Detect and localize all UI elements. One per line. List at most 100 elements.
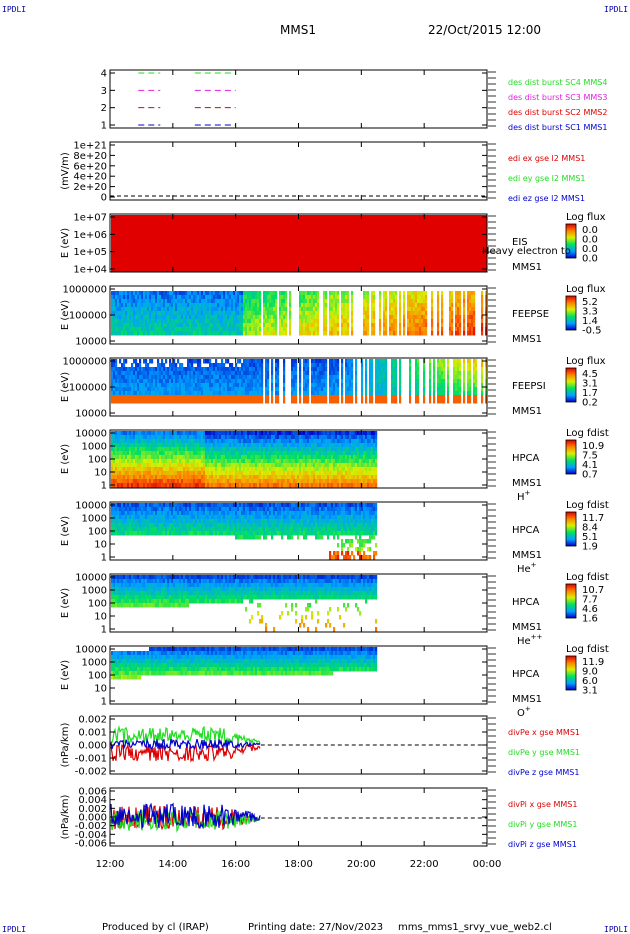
- spectrogram-cell: [155, 319, 158, 324]
- spectrogram-cell: [257, 247, 260, 252]
- spectrogram-cell: [193, 291, 196, 296]
- spectrogram-cell: [249, 231, 252, 236]
- spectrogram-cell: [169, 251, 172, 256]
- spectrogram-cell: [127, 303, 130, 308]
- spectrogram-cell: [243, 267, 246, 272]
- spectrogram-cell: [263, 215, 266, 220]
- spectrogram-cell: [421, 311, 424, 316]
- spectrogram-cell: [161, 215, 164, 220]
- spectrogram-cell: [373, 215, 376, 220]
- spectrogram-cell: [431, 231, 434, 236]
- spectrogram-cell: [453, 263, 456, 268]
- spectrogram-cell: [405, 223, 408, 228]
- spectrogram-cell: [205, 227, 208, 232]
- spectrogram-cell: [375, 235, 378, 240]
- spectrogram-cell: [331, 243, 334, 248]
- spectrogram-cell: [155, 259, 158, 264]
- spectrogram-cell: [175, 307, 178, 312]
- spectrogram-cell: [261, 223, 264, 228]
- spectrogram-cell: [175, 291, 178, 296]
- spectrogram-cell: [393, 307, 396, 312]
- spectrogram-cell: [443, 215, 446, 220]
- spectrogram-cell: [317, 267, 320, 272]
- spectrogram-cell: [367, 327, 370, 332]
- spectrogram-cell: [237, 267, 240, 272]
- spectrogram-cell: [269, 327, 272, 332]
- spectrogram-cell: [225, 227, 228, 232]
- spectrogram-cell: [423, 223, 426, 228]
- spectrogram-cell: [269, 259, 272, 264]
- spectrogram-cell: [177, 395, 180, 400]
- spectrogram-cell: [197, 387, 200, 392]
- spectrogram-cell: [451, 307, 454, 312]
- spectrogram-cell: [383, 315, 386, 320]
- spectrogram-cell: [351, 227, 354, 232]
- spectrogram-cell: [227, 215, 230, 220]
- spectrogram-cell: [345, 215, 348, 220]
- spectrogram-cell: [251, 307, 254, 312]
- spectrogram-cell: [385, 311, 388, 316]
- spectrogram-cell: [209, 363, 212, 368]
- spectrogram-cell: [111, 363, 114, 368]
- spectrogram-cell: [467, 295, 470, 300]
- spectrogram-cell: [411, 331, 414, 336]
- spectrogram-cell: [405, 247, 408, 252]
- spectrogram-cell: [259, 227, 262, 232]
- spectrogram-cell: [305, 243, 308, 248]
- spectrogram-cell: [131, 215, 134, 220]
- spectrogram-cell: [255, 219, 258, 224]
- spectrogram-cell: [453, 227, 456, 232]
- spectrogram-cell: [227, 231, 230, 236]
- spectrogram-cell: [137, 235, 140, 240]
- spectrogram-cell: [235, 299, 238, 304]
- spectrogram-cell: [199, 263, 202, 268]
- spectrogram-cell: [403, 231, 406, 236]
- spectrogram-cell: [421, 323, 424, 328]
- spectrogram-cell: [365, 323, 368, 328]
- spectrogram-cell: [387, 215, 390, 220]
- spectrogram-cell: [217, 227, 220, 232]
- spectrogram-cell: [223, 319, 226, 324]
- spectrogram-cell: [133, 311, 136, 316]
- spectrogram-cell: [129, 299, 132, 304]
- spectrogram-cell: [151, 263, 154, 268]
- spectrogram-cell: [177, 295, 180, 300]
- spectrogram-cell: [407, 215, 410, 220]
- spectrogram-cell: [171, 235, 174, 240]
- spectrogram-cell: [143, 299, 146, 304]
- spectrogram-cell: [403, 251, 406, 256]
- spectrogram-cell: [153, 215, 156, 220]
- spectrogram-cell: [449, 215, 452, 220]
- corner-tr: IPDLI: [604, 5, 628, 14]
- spectrogram-cell: [377, 223, 380, 228]
- spectrogram-cell: [253, 255, 256, 260]
- spectrogram-cell: [439, 263, 442, 268]
- spectrogram-cell: [229, 263, 232, 268]
- spectrogram-cell: [311, 299, 314, 304]
- spectrogram-cell: [273, 235, 276, 240]
- spectrogram-cell: [199, 259, 202, 264]
- spectrogram-cell: [117, 255, 120, 260]
- spectrogram-cell: [383, 247, 386, 252]
- spectrogram-cell: [165, 255, 168, 260]
- spectrogram-cell: [209, 223, 212, 228]
- spectrogram-cell: [141, 215, 144, 220]
- spectrogram-cell: [127, 247, 130, 252]
- spectrogram-cell: [431, 263, 434, 268]
- spectrogram-cell: [235, 327, 238, 332]
- spectrogram-cell: [253, 311, 256, 316]
- spectrogram-cell: [143, 291, 146, 296]
- spectrogram-cell: [401, 219, 404, 224]
- spectrogram-cell: [259, 299, 262, 304]
- spectrogram-cell: [325, 219, 328, 224]
- spectrogram-cell: [213, 251, 216, 256]
- spectrogram-cell: [119, 371, 122, 376]
- spectrogram-cell: [141, 323, 144, 328]
- spectrogram-cell: [133, 259, 136, 264]
- spectrogram-cell: [451, 259, 454, 264]
- spectrogram-cell: [305, 323, 308, 328]
- spectrogram-cell: [449, 219, 452, 224]
- spectrogram-cell: [143, 327, 146, 332]
- spectrogram-cell: [157, 299, 160, 304]
- spectrogram-cell: [277, 247, 280, 252]
